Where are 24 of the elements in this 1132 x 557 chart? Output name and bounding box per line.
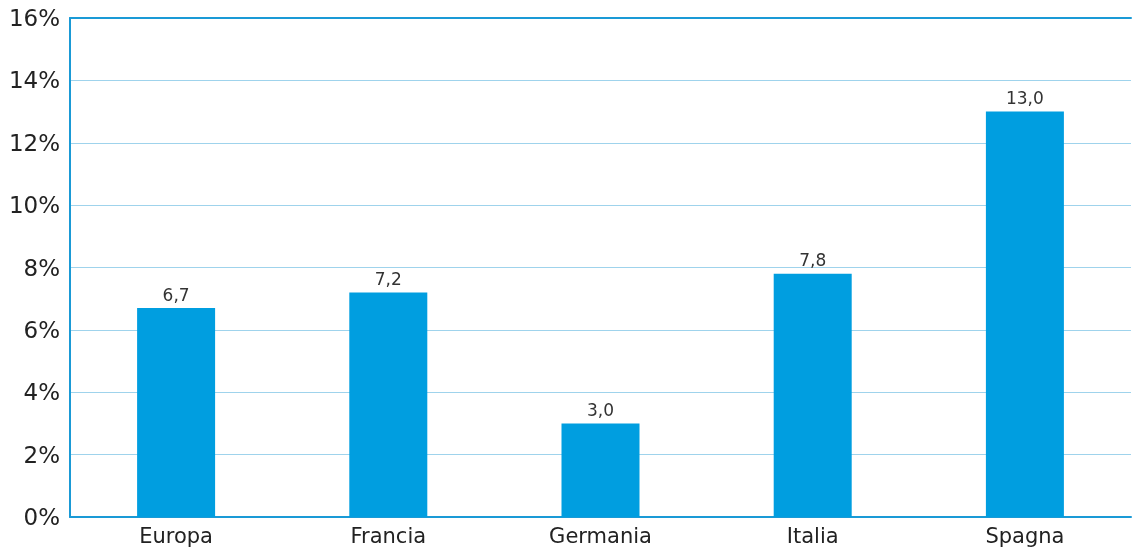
y-tick-label: 10% (8, 192, 60, 219)
data-label: 7,8 (799, 250, 827, 271)
data-label: 3,0 (586, 399, 615, 420)
bar (349, 292, 428, 517)
x-tick-label: Spagna (985, 523, 1065, 548)
y-tick-label: 14% (8, 67, 60, 94)
data-label: 6,7 (162, 284, 190, 305)
data-label: 13,0 (1005, 88, 1044, 109)
y-tick-label: 2% (23, 441, 60, 468)
data-label: 7,2 (374, 268, 402, 289)
y-tick-label: 8% (23, 254, 60, 281)
y-tick-label: 0% (23, 504, 60, 530)
y-tick-label: 12% (8, 129, 60, 156)
bar (137, 308, 216, 517)
x-tick-label: Germania (549, 523, 652, 548)
x-tick-label: Francia (350, 523, 427, 548)
y-tick-label: 16% (8, 5, 60, 31)
y-tick-label: 6% (23, 316, 60, 343)
bar (561, 423, 640, 517)
bar (985, 111, 1064, 517)
y-tick-label: 4% (23, 379, 60, 406)
x-tick-label: Europa (139, 523, 214, 548)
bar (773, 273, 852, 517)
x-tick-label: Italia (786, 523, 839, 548)
